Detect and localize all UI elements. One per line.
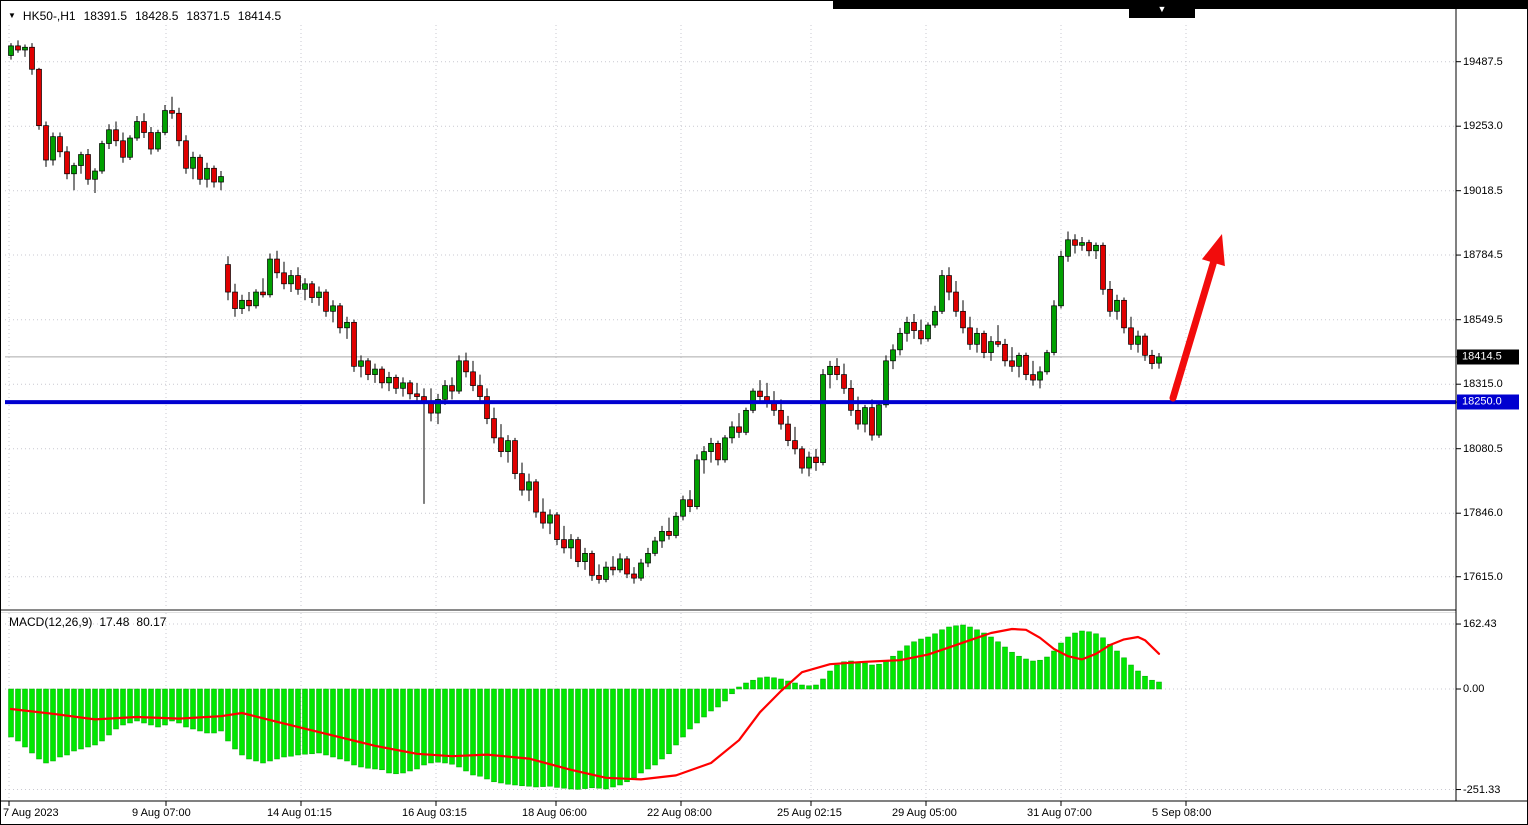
time-axis-label: 29 Aug 05:00 <box>892 807 957 819</box>
current-price-badge: 18414.5 <box>1457 349 1519 365</box>
price-tick-label: 19253.0 <box>1463 120 1503 133</box>
macd-tick-label: -251.33 <box>1463 783 1501 796</box>
price-tick-label: 17846.0 <box>1463 507 1503 520</box>
price-tick-label: 18784.5 <box>1463 249 1503 262</box>
price-tick-label: 19018.5 <box>1463 184 1503 197</box>
time-axis-label: 18 Aug 06:00 <box>522 807 587 819</box>
price-axis[interactable]: 19487.5 19253.0 19018.5 18784.5 18549.5 18315… <box>1457 1 1527 801</box>
time-axis-label: 22 Aug 08:00 <box>647 807 712 819</box>
macd-value: 17.48 <box>99 615 130 629</box>
time-axis-label: 14 Aug 01:15 <box>267 807 332 819</box>
close-value: 18414.5 <box>237 9 282 23</box>
open-value: 18391.5 <box>83 9 127 23</box>
triangle-down-icon: ▼ <box>1157 4 1167 14</box>
price-tick-label: 18080.5 <box>1463 442 1503 455</box>
macd-signal-value: 80.17 <box>136 615 167 629</box>
macd-indicator-header: MACD(12,26,9) 17.48 80.17 <box>9 615 166 629</box>
time-axis-label: 5 Sep 08:00 <box>1152 807 1212 819</box>
price-tick-label: 18549.5 <box>1463 313 1503 326</box>
high-value: 18428.5 <box>135 9 179 23</box>
chart-shift-button[interactable]: ▼ <box>1129 1 1195 18</box>
support-price-badge: 18250.0 <box>1457 394 1519 410</box>
chart-header: ▼ HK50-,H1 18391.5 18428.5 18371.5 18414… <box>8 9 281 23</box>
macd-tick-label: 162.43 <box>1463 618 1497 631</box>
time-axis[interactable]: 7 Aug 2023 9 Aug 07:00 14 Aug 01:15 16 Aug … <box>1 802 1527 824</box>
symbol-dropdown-icon[interactable]: ▼ <box>8 11 16 20</box>
time-axis-label: 9 Aug 07:00 <box>132 807 191 819</box>
time-axis-label: 31 Aug 07:00 <box>1027 807 1092 819</box>
macd-tick-label: 0.00 <box>1463 683 1485 695</box>
time-axis-label: 16 Aug 03:15 <box>402 807 467 819</box>
symbol-timeframe-label: HK50-,H1 <box>22 9 76 23</box>
macd-label: MACD(12,26,9) <box>9 615 93 629</box>
price-tick-label: 19487.5 <box>1463 55 1503 68</box>
price-tick-label: 18315.0 <box>1463 378 1503 391</box>
low-value: 18371.5 <box>186 9 230 23</box>
price-tick-label: 17615.0 <box>1463 570 1503 583</box>
time-axis-label: 25 Aug 02:15 <box>777 807 842 819</box>
time-axis-label: 7 Aug 2023 <box>3 807 59 819</box>
